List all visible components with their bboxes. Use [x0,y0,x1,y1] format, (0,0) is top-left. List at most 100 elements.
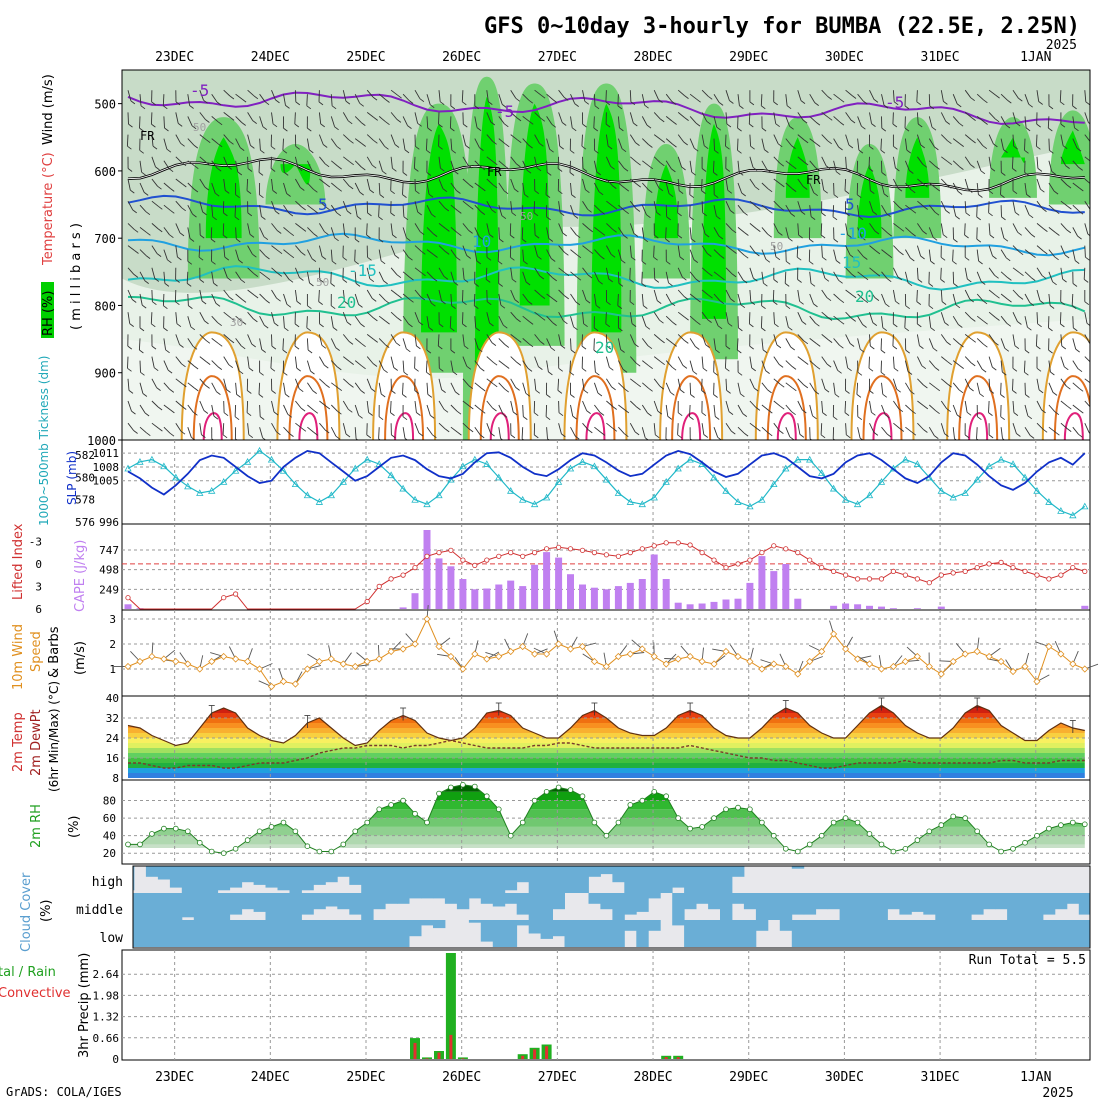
wind-barb [522,160,528,171]
wind-barb [223,112,231,118]
cape-bar [842,603,850,609]
wind-barb [1048,160,1053,172]
wind-barb-flag [815,343,821,347]
wind-barb [772,289,775,302]
wind-barb-flag [226,389,231,393]
wind-barb [749,356,753,368]
wind-barb-flag [851,95,857,99]
wind-barb-flag [899,227,905,232]
wind-barb [510,112,518,119]
wind-speed-point [232,655,240,663]
wind-barb-flag [442,188,448,193]
wind-barb-flag [128,390,134,394]
wind-barb-flag [371,298,377,302]
wind-barb [295,223,303,229]
wind-barb-flag [438,145,443,150]
wind-barb-flag [827,317,833,321]
wind-barb [151,156,156,168]
wind-barb-flag [731,430,736,435]
wind-barb-flag [510,434,516,439]
wind-barb-flag [528,120,534,125]
cloud-bar [349,866,362,885]
cloud-bar [468,893,482,899]
wind-barb-flag [756,228,761,232]
cloud-bar [899,893,912,915]
wind-barb-flag [540,341,545,345]
wind-barb-flag [491,209,496,214]
wind-barb-flag [234,416,240,421]
wind-barb [797,112,804,121]
wind-barb [940,223,944,235]
cloud-bar [803,920,817,947]
wind-barb [198,245,201,258]
wind-barb-flag [713,194,719,199]
wind-barb [594,227,602,233]
wind-barb [235,360,240,371]
wind-barb-flag [766,168,772,173]
wind-barb-flag [827,96,832,100]
wind-speed-point [842,645,850,653]
cloud-bar [672,920,685,926]
wind-barb-flag [857,416,863,421]
wind-barb-flag [370,388,376,392]
wind-barb [271,201,276,212]
wind-barb-flag [241,321,247,325]
cloud-bar [708,866,721,893]
wind-barb-flag [300,187,305,191]
thickness-point [255,446,264,454]
wind-barb-flag [426,371,431,376]
cloud-bar [349,893,362,915]
wind-speed-point [1057,650,1065,658]
cloud-bar [385,866,398,893]
wind-barb-flag [737,371,743,376]
wind-barb-flag [905,349,910,354]
wind-barb [737,138,739,151]
wind-barb [1072,116,1075,128]
cape-bar [626,582,634,609]
wind-barb-flag [600,231,606,236]
wind-barb-flag [851,318,856,322]
wind-barb [773,312,775,324]
cloud-bar [181,920,195,947]
wind-barb-flag [203,410,209,414]
wind-barb [1036,178,1041,190]
wind-barb-flag [560,345,566,349]
wind-barb [701,112,708,122]
wind-barb-flag [193,365,199,370]
wind-barb-flag [510,256,515,261]
wind-barb [905,249,911,259]
wind-barb-flag [157,406,163,411]
thickness-point [961,489,969,496]
wind-barb [259,404,261,417]
wind-barb-flag [342,279,348,283]
cloud-bar [851,893,864,920]
wind-speed-point [686,652,694,661]
wind-barb [857,293,865,301]
wind-barb [378,249,382,261]
cloud-bar [959,920,972,947]
wind-barb-flag [691,238,696,243]
wind-barb-flag [337,165,342,170]
rh-point [460,781,466,788]
rh-point [902,845,909,852]
wind-barb-flag [313,432,319,436]
wind-barb-flag [1050,371,1055,376]
wind-barb-flag [959,365,964,369]
rh-point [388,802,394,808]
wind-barb-flag [263,236,269,241]
temperature-band [128,773,1085,778]
cape-bar [710,601,718,609]
rh-point [986,841,992,848]
thickness-point [794,455,802,463]
wind-barb [1024,227,1032,235]
wind-speed-point [1009,667,1017,676]
wind-barb [330,426,337,437]
wind-barb-flag [1037,323,1042,328]
cloud-bar [887,893,900,910]
wind-barb [1084,245,1086,258]
wind-barb-flag [392,167,397,172]
wind-barb [545,404,548,417]
rh-point [304,843,311,849]
rh-point [256,828,263,835]
pressure-tick: 700 [94,232,116,246]
